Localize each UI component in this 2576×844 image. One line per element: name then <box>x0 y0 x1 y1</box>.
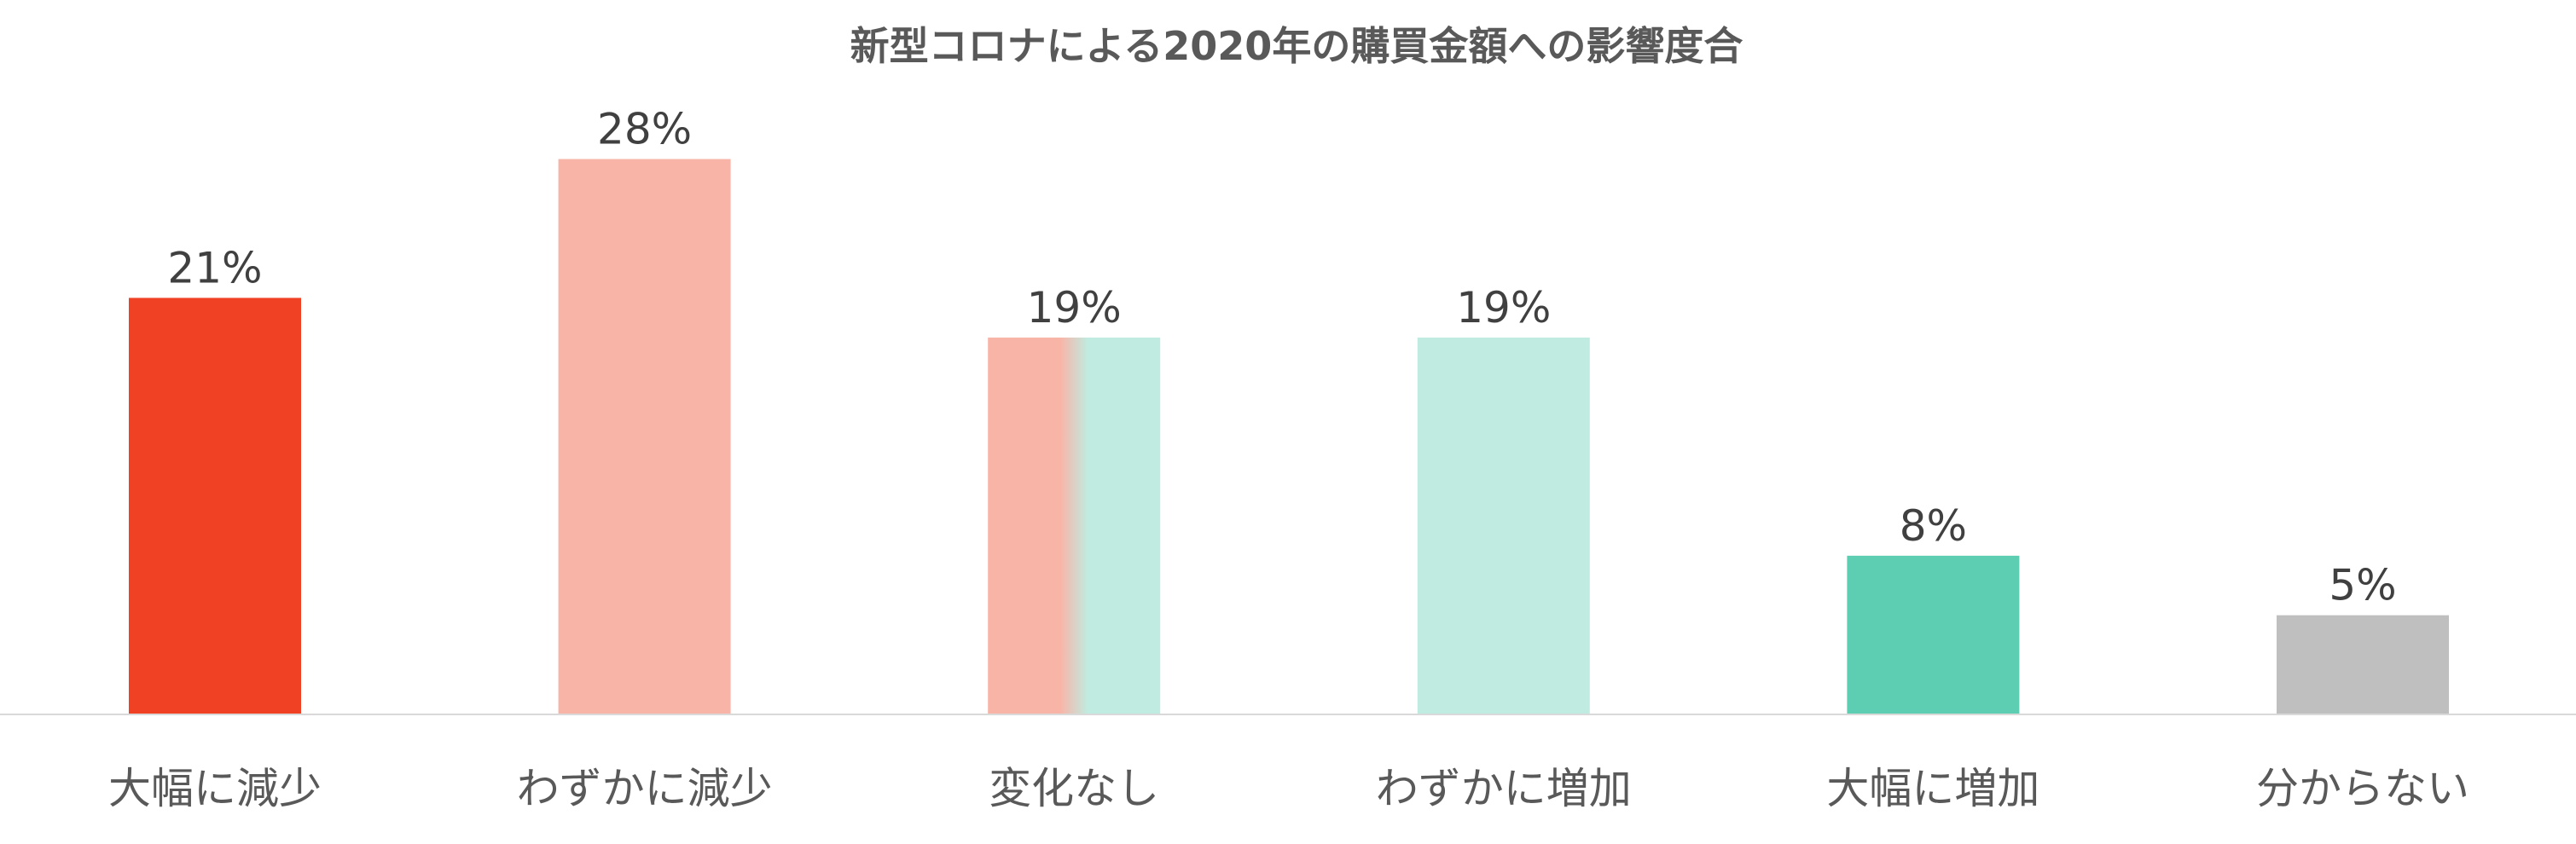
bar-1 <box>129 298 301 714</box>
category-label-5: 大幅に増加 <box>1826 764 2039 813</box>
chart-title: 新型コロナによる2020年の購買金額への影響度合 <box>850 23 1743 69</box>
category-label-4: わずかに増加 <box>1376 764 1632 813</box>
data-label-3: 19% <box>1027 283 1122 332</box>
category-labels-group: 大幅に減少 わずかに減少 変化なし わずかに増加 大幅に増加 分からない <box>108 764 2469 813</box>
category-label-6: 分からない <box>2256 764 2469 813</box>
data-labels-group: 21% 28% 19% 19% 8% 5% <box>167 105 2396 610</box>
category-label-3: 変化なし <box>989 764 1159 813</box>
data-label-4: 19% <box>1456 283 1551 332</box>
category-label-2: わずかに減少 <box>517 764 773 813</box>
data-label-5: 8% <box>1900 501 1967 551</box>
bar-4 <box>1417 337 1590 714</box>
bar-5 <box>1847 555 2020 714</box>
bar-3 <box>988 337 1161 714</box>
data-label-6: 5% <box>2329 561 2396 610</box>
bar-6 <box>2277 615 2449 714</box>
data-label-2: 28% <box>597 105 692 154</box>
category-label-1: 大幅に減少 <box>108 764 322 813</box>
data-label-1: 21% <box>167 243 262 292</box>
bars-group <box>129 159 2449 715</box>
bar-2 <box>558 159 731 715</box>
